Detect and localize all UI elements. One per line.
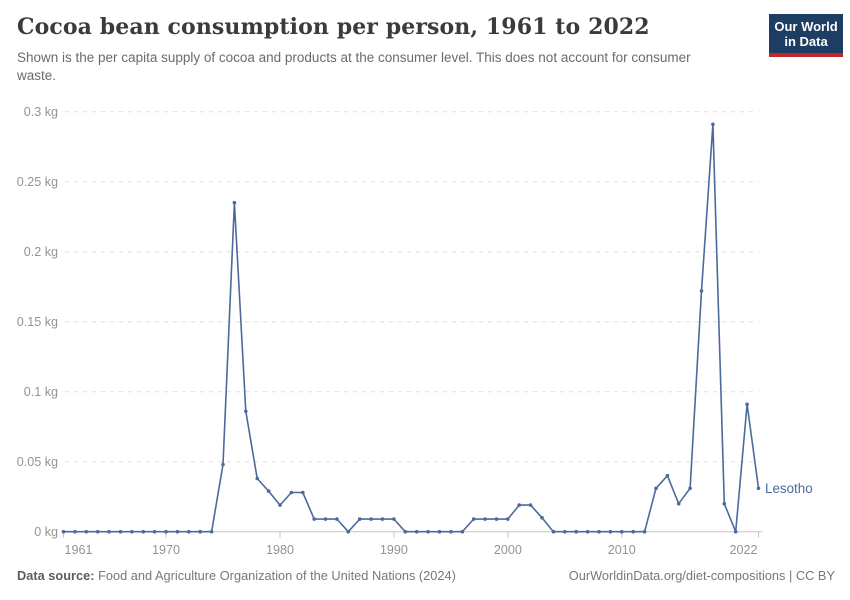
data-point[interactable] [61,529,66,534]
x-axis-tick-label: 1970 [152,543,180,557]
data-point[interactable] [266,489,271,493]
data-point[interactable] [597,529,601,534]
chart-footer: Data source: Food and Agriculture Organi… [17,568,835,583]
data-point[interactable] [84,529,89,534]
data-point[interactable] [107,529,111,534]
data-point[interactable] [346,529,351,534]
data-point[interactable] [585,529,590,534]
data-point[interactable] [232,200,237,205]
data-point[interactable] [483,517,487,521]
y-axis-tick-label: 0 kg [34,525,58,539]
owid-logo: Our World in Data [769,14,843,57]
data-point[interactable] [506,517,510,521]
data-point[interactable] [187,529,191,534]
data-point[interactable] [642,529,647,534]
data-point[interactable] [699,289,704,293]
data-point[interactable] [335,517,339,521]
line-chart-svg: 0 kg 0.05 kg 0.1 kg 0.15 kg 0.2 kg 0.25 kg 0.3… [17,105,813,557]
data-point[interactable] [426,529,430,534]
data-point[interactable] [608,529,613,534]
data-source-label: Data source: [17,568,95,583]
y-axis-tick-label: 0.25 kg [17,175,58,189]
data-point[interactable] [551,529,556,534]
data-point[interactable] [141,529,146,534]
data-point[interactable] [278,503,282,507]
data-point[interactable] [369,517,373,521]
y-axis-tick-label: 0.2 kg [24,245,58,259]
series-end-label: Lesotho [765,481,813,496]
data-point[interactable] [631,529,635,534]
chart-subtitle: Shown is the per capita supply of cocoa … [17,50,691,84]
data-point[interactable] [494,517,499,521]
data-point[interactable] [722,501,727,506]
data-point[interactable] [209,529,214,534]
series-line[interactable] [62,123,760,533]
data-point[interactable] [312,517,317,521]
data-point[interactable] [221,462,225,467]
data-point[interactable] [255,476,259,481]
data-point[interactable] [152,529,157,534]
data-point[interactable] [198,529,202,534]
x-axis-tick-label: 1990 [380,543,408,557]
page-title: Cocoa bean consumption per person, 1961 … [17,14,650,40]
data-point[interactable] [449,529,453,534]
data-point[interactable] [414,529,419,534]
y-axis-tick-label: 0.3 kg [24,105,58,119]
data-point[interactable] [323,517,328,521]
data-point[interactable] [711,122,715,127]
data-point[interactable] [563,529,567,534]
data-point[interactable] [528,503,533,507]
data-point[interactable] [73,529,77,534]
chart-header: Cocoa bean consumption per person, 1961 … [17,14,843,85]
data-source-text: Food and Agriculture Organization of the… [94,568,456,583]
data-point[interactable] [403,529,408,534]
x-axis-tick-label: 2000 [494,543,522,557]
data-point[interactable] [357,517,362,521]
data-point[interactable] [130,529,134,534]
owid-logo-text-line1: Our World [774,19,838,34]
y-axis-tick-label: 0.05 kg [17,455,58,469]
line-chart: 0 kg 0.05 kg 0.1 kg 0.15 kg 0.2 kg 0.25 kg 0.3… [0,95,850,565]
data-point[interactable] [460,529,465,534]
data-point[interactable] [380,517,385,521]
data-point[interactable] [654,486,658,491]
license-credit: OurWorldinData.org/diet-compositions | C… [568,568,835,583]
data-point[interactable] [540,515,544,520]
data-point[interactable] [289,490,294,495]
y-axis-tick-label: 0.1 kg [24,385,58,399]
data-point[interactable] [665,473,670,478]
data-point[interactable] [95,529,100,534]
data-point[interactable] [437,529,442,534]
data-point[interactable] [517,503,521,507]
data-point[interactable] [620,529,624,534]
data-point[interactable] [118,529,123,534]
y-axis-tick-label: 0.15 kg [17,315,58,329]
data-point[interactable] [574,529,578,534]
data-point[interactable] [756,486,761,491]
data-point[interactable] [392,517,396,521]
x-axis-tick-label: 1980 [266,543,294,557]
data-point[interactable] [244,409,248,414]
x-axis-tick-label: 2022 [729,543,757,557]
x-axis-tick-label: 1961 [65,543,93,557]
data-point[interactable] [164,529,168,534]
data-point[interactable] [175,529,180,534]
data-point[interactable] [745,402,749,407]
data-point[interactable] [688,486,692,491]
data-point[interactable] [301,490,305,495]
data-point[interactable] [676,501,681,506]
data-point[interactable] [471,517,476,521]
x-axis-tick-label: 2010 [608,543,636,557]
data-source-note: Data source: Food and Agriculture Organi… [17,568,456,583]
data-point[interactable] [733,529,738,534]
owid-logo-text-line2: in Data [784,34,828,49]
